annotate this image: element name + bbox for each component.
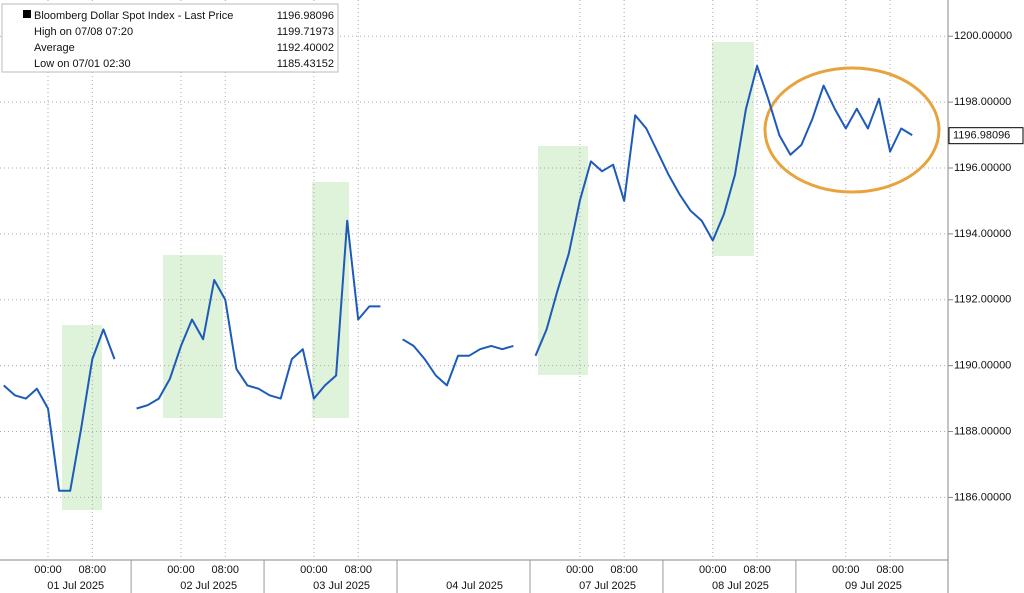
x-tick-label: 08:00 xyxy=(344,564,372,576)
legend-label: Average xyxy=(34,42,75,54)
date-label: 03 Jul 2025 xyxy=(313,580,370,592)
highlight-ellipse xyxy=(763,66,941,194)
legend-label: Bloomberg Dollar Spot Index - Last Price xyxy=(34,10,233,22)
y-tick-label: 1196.00000 xyxy=(954,162,1011,174)
x-tick-label: 00:00 xyxy=(566,564,594,576)
legend-label: Low on 07/01 02:30 xyxy=(34,58,131,70)
legend-label: High on 07/08 07:20 xyxy=(34,26,133,38)
x-tick-label: 08:00 xyxy=(212,564,240,576)
price-line xyxy=(3,64,913,492)
x-tick-label: 08:00 xyxy=(79,564,107,576)
x-tick-label: 00:00 xyxy=(832,564,860,576)
x-tick-label: 08:00 xyxy=(743,564,771,576)
legend-value: 1196.98096 xyxy=(277,10,334,22)
y-tick-label: 1188.00000 xyxy=(954,425,1011,437)
y-tick-label: 1186.00000 xyxy=(954,491,1011,503)
x-tick-label: 00:00 xyxy=(167,564,195,576)
last-price-label: 1196.98096 xyxy=(953,130,1010,142)
date-label: 04 Jul 2025 xyxy=(446,580,503,592)
y-tick-label: 1194.00000 xyxy=(954,228,1011,240)
y-tick-label: 1190.00000 xyxy=(954,360,1011,372)
date-label: 08 Jul 2025 xyxy=(712,580,769,592)
legend-box xyxy=(1,3,339,73)
highlight-box xyxy=(712,42,754,256)
legend-value: 1192.40002 xyxy=(277,42,334,54)
legend-swatch xyxy=(23,10,31,18)
highlight-box xyxy=(538,146,588,375)
y-tick-label: 1200.00000 xyxy=(954,30,1012,42)
legend: Bloomberg Dollar Spot Index - Last Price… xyxy=(1,3,339,73)
legend-value: 1185.43152 xyxy=(277,58,334,70)
highlights xyxy=(62,42,754,510)
plot-layer xyxy=(0,0,948,560)
date-label: 07 Jul 2025 xyxy=(579,580,636,592)
x-tick-label: 08:00 xyxy=(610,564,638,576)
date-label: 01 Jul 2025 xyxy=(47,580,104,592)
y-tick-label: 1192.00000 xyxy=(954,294,1011,306)
highlight-box xyxy=(312,182,349,418)
x-tick-label: 00:00 xyxy=(300,564,328,576)
last-price-box xyxy=(948,127,1024,145)
date-label: 02 Jul 2025 xyxy=(180,580,237,592)
legend-value: 1199.71973 xyxy=(277,26,334,38)
x-tick-label: 00:00 xyxy=(34,564,62,576)
date-label: 09 Jul 2025 xyxy=(845,580,902,592)
x-tick-label: 08:00 xyxy=(876,564,904,576)
x-tick-label: 00:00 xyxy=(699,564,727,576)
y-tick-label: 1198.00000 xyxy=(954,96,1011,108)
